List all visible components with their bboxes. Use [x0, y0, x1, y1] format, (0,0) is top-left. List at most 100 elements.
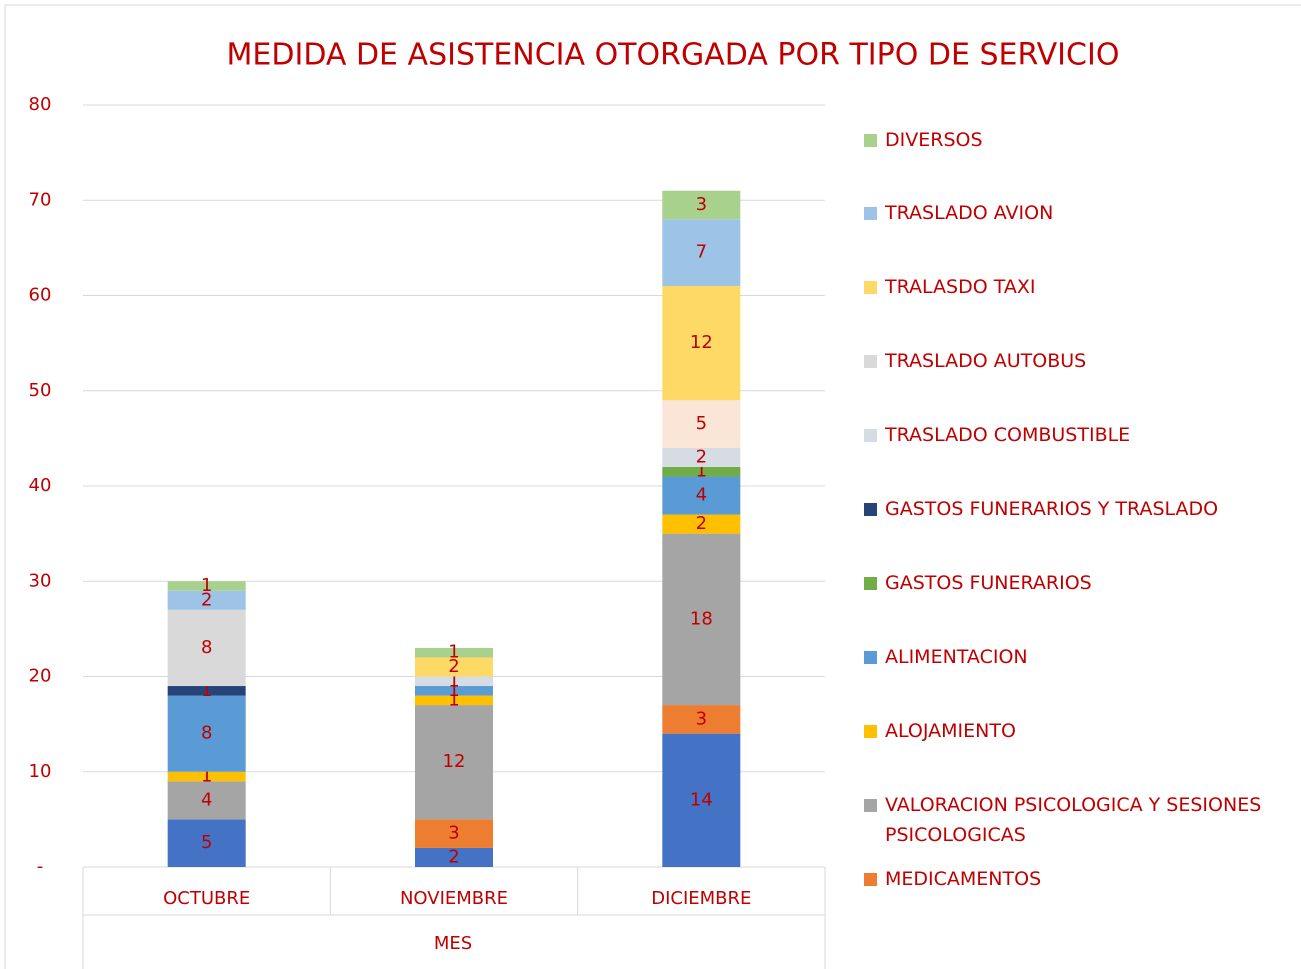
data-label: 1	[448, 680, 459, 701]
bar-segment	[415, 847, 493, 867]
legend-swatch	[864, 873, 877, 886]
data-label: 2	[696, 446, 707, 467]
legend-swatch	[864, 577, 877, 590]
bar-segment	[662, 705, 741, 734]
bar-segment	[662, 285, 741, 401]
legend-label: TRALASDO TAXI	[885, 276, 1036, 298]
legend-item: TRASLADO COMBUSTIBLE	[864, 420, 1284, 450]
legend-label: MEDICAMENTOS	[885, 868, 1042, 890]
bar-segment	[415, 657, 493, 677]
bar-segment	[167, 581, 246, 591]
legend-label: TRASLADO AUTOBUS	[885, 350, 1087, 372]
legend-swatch	[864, 725, 877, 738]
bar-segment	[662, 533, 741, 706]
data-label: 8	[201, 637, 212, 658]
y-tick-label: -	[37, 856, 44, 877]
bar-segment	[662, 476, 741, 515]
data-label: 1	[448, 689, 459, 710]
data-label: 3	[448, 823, 459, 844]
data-label: 1	[201, 766, 212, 787]
data-label: 2	[201, 589, 212, 610]
legend-item: ALOJAMIENTO	[864, 716, 1284, 746]
legend-swatch	[864, 134, 877, 147]
legend-item: TRASLADO AVION	[864, 198, 1284, 228]
data-label: 5	[696, 413, 707, 434]
legend-swatch	[864, 503, 877, 516]
data-label: 5	[201, 832, 212, 853]
legend-label: ALOJAMIENTO	[885, 720, 1016, 742]
bar-segment	[662, 447, 741, 467]
legend-swatch	[864, 355, 877, 368]
bar-segment	[415, 705, 493, 820]
data-label: 14	[690, 789, 713, 810]
data-label: 12	[443, 751, 466, 772]
x-axis-label: MES	[434, 933, 472, 954]
data-label: 2	[696, 513, 707, 534]
bar-segment	[662, 219, 741, 286]
bar-segment	[415, 695, 493, 706]
data-label: 7	[696, 242, 707, 263]
data-label: 3	[696, 194, 707, 215]
bar-segment	[167, 695, 246, 772]
legend-swatch	[864, 429, 877, 442]
y-tick-label: 60	[29, 285, 52, 306]
x-tick-label: DICIEMBRE	[651, 888, 751, 909]
bar-segment	[167, 819, 246, 867]
bar-segment	[415, 686, 493, 696]
bar-segment	[167, 781, 246, 820]
y-tick-label: 40	[29, 475, 52, 496]
legend-swatch	[864, 207, 877, 220]
data-label: 4	[696, 485, 707, 506]
legend-item: DIVERSOS	[864, 125, 1284, 155]
data-label: 1	[448, 642, 459, 663]
legend-swatch	[864, 799, 877, 812]
y-tick-label: 30	[29, 570, 52, 591]
legend-item: MEDICAMENTOS	[864, 864, 1284, 894]
bar-segment	[167, 686, 246, 696]
data-label: 2	[448, 846, 459, 867]
y-tick-label: 50	[29, 380, 52, 401]
bar-segment	[167, 609, 246, 687]
data-label: 1	[201, 680, 212, 701]
data-label: 2	[448, 656, 459, 677]
y-tick-label: 20	[29, 666, 52, 687]
bar-segment	[662, 514, 741, 534]
bar-segment	[415, 647, 493, 658]
bar-segment	[167, 771, 246, 782]
bar-segment	[415, 819, 493, 848]
bar-segment	[662, 733, 741, 867]
legend-label: DIVERSOS	[885, 129, 983, 151]
legend-label: GASTOS FUNERARIOS Y TRASLADO	[885, 498, 1219, 520]
legend-item: ALIMENTACION	[864, 642, 1284, 672]
legend-swatch	[864, 651, 877, 664]
bar-segment	[662, 190, 741, 220]
legend-item: VALORACION PSICOLOGICA Y SESIONES PSICOL…	[864, 790, 1284, 850]
chart-title: MEDIDA DE ASISTENCIA OTORGADA POR TIPO D…	[227, 38, 1120, 73]
legend-label: VALORACION PSICOLOGICA Y SESIONES PSICOL…	[885, 794, 1262, 846]
bar-segment	[415, 676, 493, 687]
y-tick-label: 80	[29, 94, 52, 115]
y-tick-label: 70	[29, 189, 52, 210]
bar-segment	[662, 466, 741, 477]
legend-item: TRALASDO TAXI	[864, 272, 1284, 302]
legend-item: TRASLADO AUTOBUS	[864, 346, 1284, 376]
bar-segment	[167, 590, 246, 610]
border	[4, 4, 1301, 969]
data-label: 4	[201, 789, 212, 810]
legend-item: GASTOS FUNERARIOS Y TRASLADO	[864, 494, 1284, 524]
data-label: 8	[201, 723, 212, 744]
data-label: 1	[201, 575, 212, 596]
data-label: 1	[448, 670, 459, 691]
legend-label: ALIMENTACION	[885, 646, 1028, 668]
legend-label: TRASLADO AVION	[885, 202, 1054, 224]
bar-segment	[662, 400, 741, 448]
legend-swatch	[864, 281, 877, 294]
data-label: 18	[690, 608, 713, 629]
x-tick-label: NOVIEMBRE	[400, 888, 508, 909]
x-tick-label: OCTUBRE	[163, 888, 250, 909]
legend-label: GASTOS FUNERARIOS	[885, 572, 1092, 594]
legend-item: GASTOS FUNERARIOS	[864, 568, 1284, 598]
data-label: 3	[696, 708, 707, 729]
